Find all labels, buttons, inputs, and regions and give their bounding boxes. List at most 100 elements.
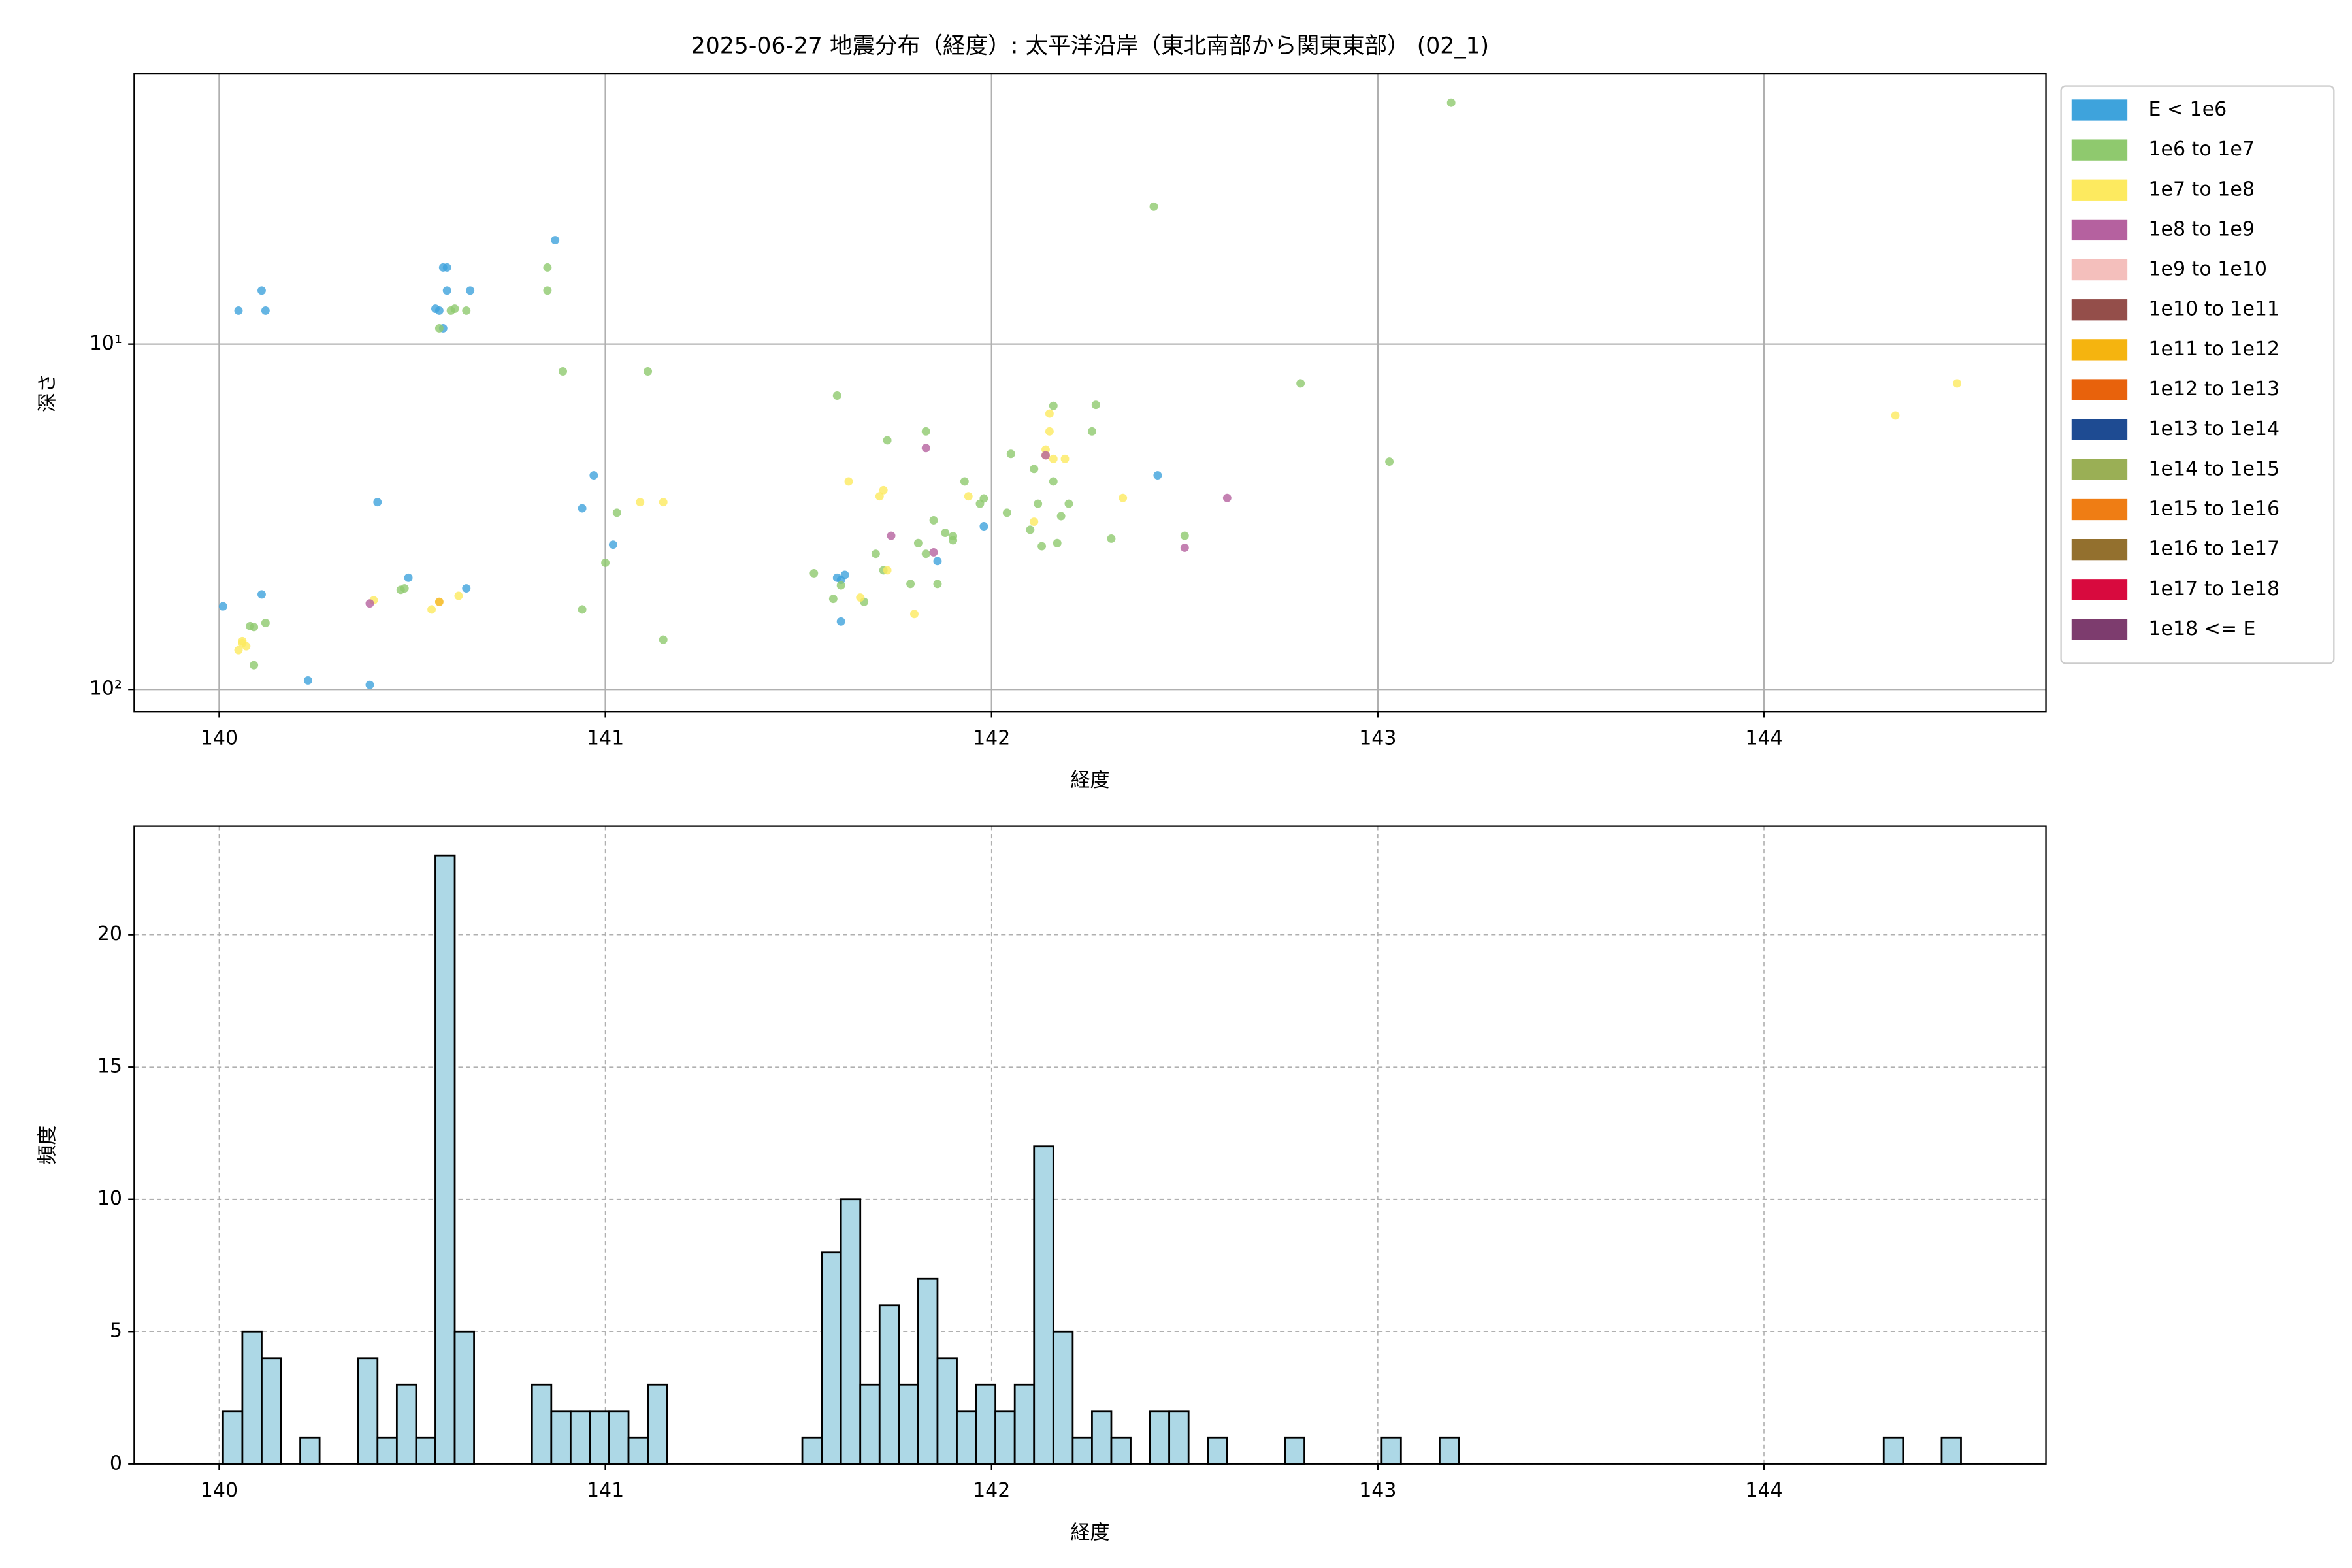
scatter-point bbox=[933, 580, 942, 589]
legend-swatch bbox=[2071, 99, 2128, 121]
scatter-point bbox=[856, 593, 865, 602]
legend-label: 1e17 to 1e18 bbox=[2148, 578, 2279, 600]
histogram-bar bbox=[1110, 1436, 1132, 1465]
x-axis-label: 経度 bbox=[1070, 1521, 1109, 1544]
y-axis-label: 頻度 bbox=[36, 1126, 59, 1165]
scatter-point bbox=[434, 597, 444, 606]
x-tick-label: 142 bbox=[973, 1479, 1010, 1502]
legend-swatch bbox=[2071, 619, 2128, 640]
scatter-point bbox=[250, 623, 259, 632]
legend-label: 1e18 <= E bbox=[2148, 617, 2255, 640]
legend-label: E < 1e6 bbox=[2148, 98, 2227, 121]
scatter-point bbox=[910, 610, 919, 619]
histogram-bar bbox=[261, 1357, 282, 1465]
scatter-point bbox=[450, 304, 459, 314]
scatter-point bbox=[836, 581, 845, 590]
histogram-bar bbox=[898, 1383, 919, 1465]
scatter-point bbox=[1091, 400, 1100, 410]
histogram-bar bbox=[241, 1330, 263, 1465]
histogram-bar bbox=[415, 1436, 436, 1465]
scatter-point bbox=[601, 558, 610, 567]
scatter-point bbox=[1119, 493, 1128, 502]
legend-label: 1e9 to 1e10 bbox=[2148, 258, 2267, 281]
scatter-point bbox=[543, 286, 552, 295]
scatter-point bbox=[1891, 411, 1900, 420]
scatter-point bbox=[1060, 454, 1070, 463]
scatter-point bbox=[659, 635, 668, 644]
scatter-point bbox=[1045, 427, 1054, 436]
scatter-point bbox=[218, 602, 227, 611]
scatter-point bbox=[979, 522, 988, 531]
scatter-point bbox=[462, 584, 471, 593]
scatter-point bbox=[442, 263, 451, 272]
scatter-point bbox=[238, 639, 247, 647]
scatter-point bbox=[659, 498, 668, 507]
histogram-bar bbox=[1284, 1436, 1305, 1465]
histogram-bar bbox=[936, 1357, 958, 1465]
scatter-point bbox=[636, 498, 645, 507]
scatter-point bbox=[1953, 379, 1962, 388]
scatter-point bbox=[589, 471, 598, 480]
x-tick-label: 142 bbox=[973, 727, 1010, 749]
x-tick-label: 144 bbox=[1745, 1479, 1782, 1502]
x-axis-label: 経度 bbox=[1070, 769, 1109, 792]
legend-label: 1e15 to 1e16 bbox=[2148, 498, 2279, 521]
scatter-point bbox=[960, 477, 969, 486]
scatter-point bbox=[929, 547, 938, 557]
histogram-bar bbox=[917, 1277, 939, 1465]
histogram-bar bbox=[299, 1436, 321, 1465]
scatter-point bbox=[250, 661, 259, 670]
scatter-point bbox=[1030, 517, 1039, 527]
histogram-bar bbox=[1052, 1330, 1074, 1465]
scatter-point bbox=[551, 236, 560, 245]
scatter-point bbox=[879, 485, 888, 495]
histogram-bar bbox=[1380, 1436, 1402, 1465]
scatter-point bbox=[1180, 543, 1189, 552]
y-tick-label: 5 bbox=[110, 1320, 122, 1343]
scatter-point bbox=[466, 286, 475, 295]
scatter-point bbox=[836, 617, 845, 626]
histogram-bar bbox=[1168, 1410, 1190, 1465]
scatter-point bbox=[1049, 477, 1058, 486]
legend-swatch bbox=[2071, 339, 2128, 361]
legend-swatch bbox=[2071, 259, 2128, 281]
scatter-point bbox=[1045, 409, 1054, 418]
scatter-point bbox=[608, 540, 617, 549]
scatter-point bbox=[427, 605, 436, 614]
scatter-point bbox=[828, 595, 838, 604]
scatter-point bbox=[941, 529, 950, 537]
scatter-point bbox=[1180, 531, 1189, 540]
scatter-point bbox=[1041, 451, 1050, 460]
histogram-bar bbox=[569, 1410, 591, 1465]
legend-swatch bbox=[2071, 459, 2128, 480]
scatter-point bbox=[921, 427, 930, 436]
scatter-point bbox=[578, 605, 587, 614]
legend-swatch bbox=[2071, 179, 2128, 201]
scatter-point bbox=[434, 306, 444, 315]
scatter-point bbox=[887, 531, 896, 540]
scatter-point bbox=[234, 645, 243, 655]
scatter-point bbox=[1002, 508, 1011, 517]
scatter-point bbox=[871, 549, 880, 559]
scatter-point bbox=[365, 599, 374, 608]
histogram-bar bbox=[1033, 1145, 1054, 1465]
x-tick-label: 143 bbox=[1359, 727, 1396, 749]
histogram-bar bbox=[627, 1436, 649, 1465]
histogram-bar bbox=[878, 1304, 900, 1465]
scatter-point bbox=[578, 504, 587, 513]
chart-title: 2025-06-27 地震分布（経度）: 太平洋沿岸（東北南部から関東東部） (… bbox=[691, 33, 1489, 59]
scatter-point bbox=[1296, 379, 1305, 388]
scatter-point bbox=[612, 508, 621, 517]
legend-label: 1e16 to 1e17 bbox=[2148, 538, 2279, 561]
scatter-point bbox=[454, 591, 463, 600]
scatter-point bbox=[883, 566, 892, 575]
y-tick-label: 10² bbox=[90, 678, 122, 700]
histogram-bar bbox=[1940, 1436, 1962, 1465]
histogram-bar bbox=[1439, 1436, 1460, 1465]
y-tick-label: 15 bbox=[97, 1055, 122, 1078]
scatter-point bbox=[261, 618, 270, 627]
scatter-point bbox=[543, 263, 552, 272]
legend-label: 1e14 to 1e15 bbox=[2148, 457, 2279, 480]
